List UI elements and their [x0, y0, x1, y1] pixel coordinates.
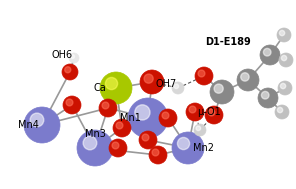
Circle shape [69, 53, 79, 63]
Text: D1-E189: D1-E189 [205, 37, 251, 47]
Circle shape [278, 81, 292, 95]
Circle shape [116, 122, 123, 129]
Circle shape [261, 91, 269, 99]
Circle shape [205, 106, 223, 124]
Circle shape [149, 146, 167, 164]
Circle shape [139, 131, 157, 149]
Circle shape [277, 107, 283, 113]
Circle shape [162, 112, 169, 119]
Circle shape [135, 105, 150, 120]
Circle shape [214, 84, 223, 93]
Circle shape [71, 55, 75, 59]
Circle shape [177, 137, 190, 150]
Circle shape [140, 70, 164, 94]
Circle shape [172, 132, 204, 164]
Circle shape [280, 83, 286, 89]
Text: Mn4: Mn4 [17, 120, 38, 130]
Circle shape [142, 134, 149, 141]
Circle shape [194, 124, 206, 136]
Circle shape [196, 126, 201, 131]
Circle shape [198, 70, 205, 77]
Text: Mn2: Mn2 [194, 143, 215, 153]
Circle shape [174, 84, 178, 89]
Text: μ-O1: μ-O1 [197, 107, 221, 117]
Circle shape [260, 45, 280, 65]
Circle shape [263, 48, 271, 56]
Circle shape [172, 82, 184, 94]
Circle shape [100, 72, 132, 104]
Circle shape [112, 142, 119, 149]
Circle shape [258, 88, 278, 108]
Text: Mn3: Mn3 [85, 129, 105, 139]
Circle shape [186, 103, 204, 121]
Circle shape [63, 96, 81, 114]
Circle shape [105, 77, 118, 90]
Circle shape [102, 102, 109, 109]
Circle shape [113, 119, 131, 137]
Circle shape [279, 53, 293, 67]
Circle shape [189, 106, 196, 113]
Circle shape [159, 109, 177, 127]
Circle shape [241, 73, 249, 81]
Circle shape [66, 99, 73, 106]
Circle shape [30, 113, 44, 127]
Text: OH7: OH7 [155, 79, 177, 89]
Circle shape [152, 149, 159, 156]
Circle shape [195, 67, 213, 85]
Circle shape [99, 99, 117, 117]
Circle shape [275, 105, 289, 119]
Circle shape [62, 64, 78, 80]
Circle shape [208, 109, 215, 116]
Circle shape [77, 130, 113, 166]
Circle shape [83, 136, 97, 150]
Circle shape [144, 74, 153, 83]
Circle shape [279, 30, 285, 36]
Circle shape [109, 139, 127, 157]
Circle shape [210, 80, 234, 104]
Circle shape [277, 28, 291, 42]
Text: Mn1: Mn1 [120, 113, 140, 123]
Circle shape [237, 69, 259, 91]
Circle shape [128, 98, 168, 138]
Text: Ca: Ca [94, 83, 106, 93]
Text: OH6: OH6 [52, 50, 73, 60]
Circle shape [65, 67, 71, 73]
Circle shape [24, 107, 60, 143]
Circle shape [281, 55, 287, 61]
